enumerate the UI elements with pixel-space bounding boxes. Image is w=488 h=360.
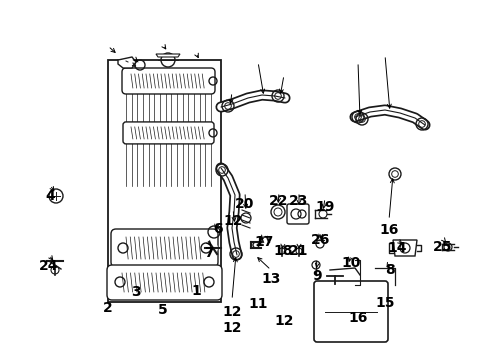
Text: 16: 16 bbox=[379, 223, 398, 237]
FancyBboxPatch shape bbox=[122, 68, 215, 94]
Text: 24: 24 bbox=[39, 259, 59, 273]
Text: 20: 20 bbox=[235, 197, 254, 211]
Text: 4: 4 bbox=[45, 189, 55, 203]
Polygon shape bbox=[392, 240, 416, 256]
FancyBboxPatch shape bbox=[107, 265, 222, 300]
Text: 11: 11 bbox=[248, 297, 267, 311]
Polygon shape bbox=[118, 57, 136, 68]
Text: 3: 3 bbox=[131, 285, 141, 299]
FancyBboxPatch shape bbox=[123, 122, 214, 144]
Text: 6: 6 bbox=[213, 222, 223, 236]
Circle shape bbox=[207, 243, 218, 253]
Text: 21: 21 bbox=[289, 244, 308, 258]
Text: 16: 16 bbox=[347, 311, 367, 325]
Text: 14: 14 bbox=[386, 241, 406, 255]
Text: 12: 12 bbox=[222, 305, 241, 319]
FancyBboxPatch shape bbox=[313, 281, 387, 342]
Text: 25: 25 bbox=[432, 240, 452, 254]
Text: 18: 18 bbox=[273, 244, 292, 258]
Text: 1: 1 bbox=[191, 284, 201, 298]
Text: 26: 26 bbox=[311, 233, 330, 247]
Text: 13: 13 bbox=[261, 272, 280, 286]
Text: 7: 7 bbox=[204, 246, 213, 260]
Text: 22: 22 bbox=[269, 194, 288, 208]
Text: 17: 17 bbox=[254, 235, 273, 249]
FancyBboxPatch shape bbox=[111, 229, 218, 267]
Text: 10: 10 bbox=[341, 256, 360, 270]
Text: 8: 8 bbox=[385, 263, 394, 277]
Text: 12: 12 bbox=[274, 314, 293, 328]
Text: 19: 19 bbox=[315, 200, 334, 214]
Bar bbox=[108, 60, 221, 302]
Text: 9: 9 bbox=[311, 269, 321, 283]
Text: 2: 2 bbox=[103, 301, 113, 315]
Text: 5: 5 bbox=[158, 303, 167, 317]
Polygon shape bbox=[156, 54, 180, 57]
Text: 15: 15 bbox=[374, 296, 394, 310]
Text: 12: 12 bbox=[223, 214, 242, 228]
Text: 23: 23 bbox=[289, 194, 308, 208]
Text: 12: 12 bbox=[222, 321, 241, 335]
FancyBboxPatch shape bbox=[286, 204, 308, 224]
